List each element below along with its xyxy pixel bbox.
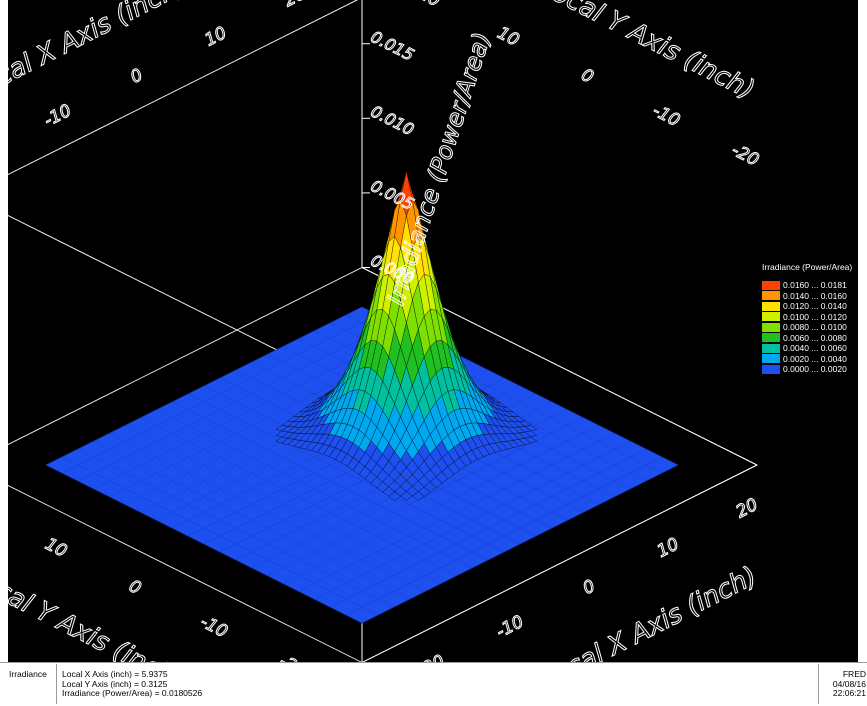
legend-entry: 0.0100 ... 0.0120 [762,312,862,323]
legend-swatch [762,322,780,332]
legend-swatch [762,364,780,374]
legend-entry: 0.0140 ... 0.0160 [762,291,862,302]
surface-facet [388,491,401,501]
y-tick-label-front: 10 [42,534,70,562]
x-tick-label-front: 10 [654,534,682,562]
legend-swatch [762,280,780,290]
status-date: 04/08/16 [832,678,866,689]
mesh-line [45,306,363,466]
box-edge [361,464,758,662]
box-edge [8,0,359,176]
x-tick-label-front: -10 [493,612,527,642]
x-tick-label-front: 0 [580,576,599,599]
status-app-info: FRED 04/08/16 22:06:21 [818,664,867,704]
y-tick-label-front: -20 [276,651,310,662]
y-tick-label-front: 0 [125,576,144,599]
x-tick-label: -10 [41,101,75,131]
y-tick-label: 0 [578,65,597,88]
legend-label: 0.0100 ... 0.0120 [783,311,847,322]
z-tick-label-right: 0.005 [368,176,417,214]
legend-entry: 0.0040 ... 0.0060 [762,343,862,354]
mesh-line [61,314,378,474]
y-tick-label: -10 [649,101,683,131]
legend-entries: 0.0160 ... 0.0181 0.0140 ... 0.0160 0.0120… [762,280,862,375]
legend-label: 0.0080 ... 0.0100 [783,322,847,333]
legend-label: 0.0140 ... 0.0160 [783,290,847,301]
legend-label: 0.0020 ... 0.0040 [783,353,847,364]
readout-y: Local Y Axis (inch) = 0.3125 [62,678,168,689]
surface-plot[interactable]: -20 -10 0 10 20 Local X Axis (inch) -20 -10 0 10 2… [8,0,858,662]
plot-area: -20 -10 0 10 20 Local X Axis (inch) -20 -10 0 10 2… [8,0,858,662]
x-tick-label: 20 [281,0,309,11]
legend-swatch [762,301,780,311]
y-tick-label: -20 [728,140,762,170]
x-tick-label-front: 20 [733,495,761,523]
legend-label: 0.0060 ... 0.0080 [783,332,847,343]
legend-entry: 0.0060 ... 0.0080 [762,333,862,344]
legend-swatch [762,291,780,301]
legend-label: 0.0120 ... 0.0140 [783,301,847,312]
z-axis-label-right: Irradiance (Power/Area) [382,29,497,309]
status-readout: Local X Axis (inch) = 5.9375 Local Y Axi… [58,664,818,704]
y-axis-label-top: Local Y Axis (inch) [534,0,759,106]
legend-entry: 0.0000 ... 0.0020 [762,364,862,375]
readout-z: Irradiance (Power/Area) = 0.0180526 [62,688,203,698]
x-tick-label: 0 [127,65,146,88]
x-axis-label-front: Local X Axis (inch) [535,561,762,662]
surface-facet [412,491,425,501]
y-tick-label-front: -10 [197,612,231,642]
y-axis-label-front: Local Y Axis (inch) [8,562,188,662]
status-plot-name: Irradiance [5,664,57,704]
mesh-line [77,322,394,482]
legend-label: 0.0000 ... 0.0020 [783,364,847,375]
z-tick-label-right: 0.015 [368,27,417,65]
status-app-name: FRED [842,669,866,679]
surface-facet [400,491,413,501]
legend-entry: 0.0080 ... 0.0100 [762,322,862,333]
legend-swatch [762,312,780,322]
legend-entry: 0.0020 ... 0.0040 [762,354,862,365]
y-tick-label: 10 [494,23,522,51]
legend-label: 0.0160 ... 0.0181 [783,280,847,291]
legend-swatch [762,354,780,364]
z-tick-label-right: 0.010 [368,102,417,140]
status-time: 22:06:21 [832,688,866,698]
y-tick-label: 20 [415,0,443,11]
legend-swatch [762,333,780,343]
legend-label: 0.0040 ... 0.0060 [783,343,847,354]
x-tick-label: 10 [202,23,230,51]
legend-swatch [762,343,780,353]
color-legend: Irradiance (Power/Area) 0.0160 ... 0.018… [762,262,862,375]
legend-title: Irradiance (Power/Area) [762,262,853,272]
legend-entry: 0.0160 ... 0.0181 [762,280,862,291]
legend-entry: 0.0120 ... 0.0140 [762,301,862,312]
status-bar: Irradiance Local X Axis (inch) = 5.9375 … [0,662,867,706]
x-tick-label-front: -20 [414,651,448,662]
readout-x: Local X Axis (inch) = 5.9375 [62,669,168,679]
x-axis-label-top: Local X Axis (inch) [8,0,191,106]
